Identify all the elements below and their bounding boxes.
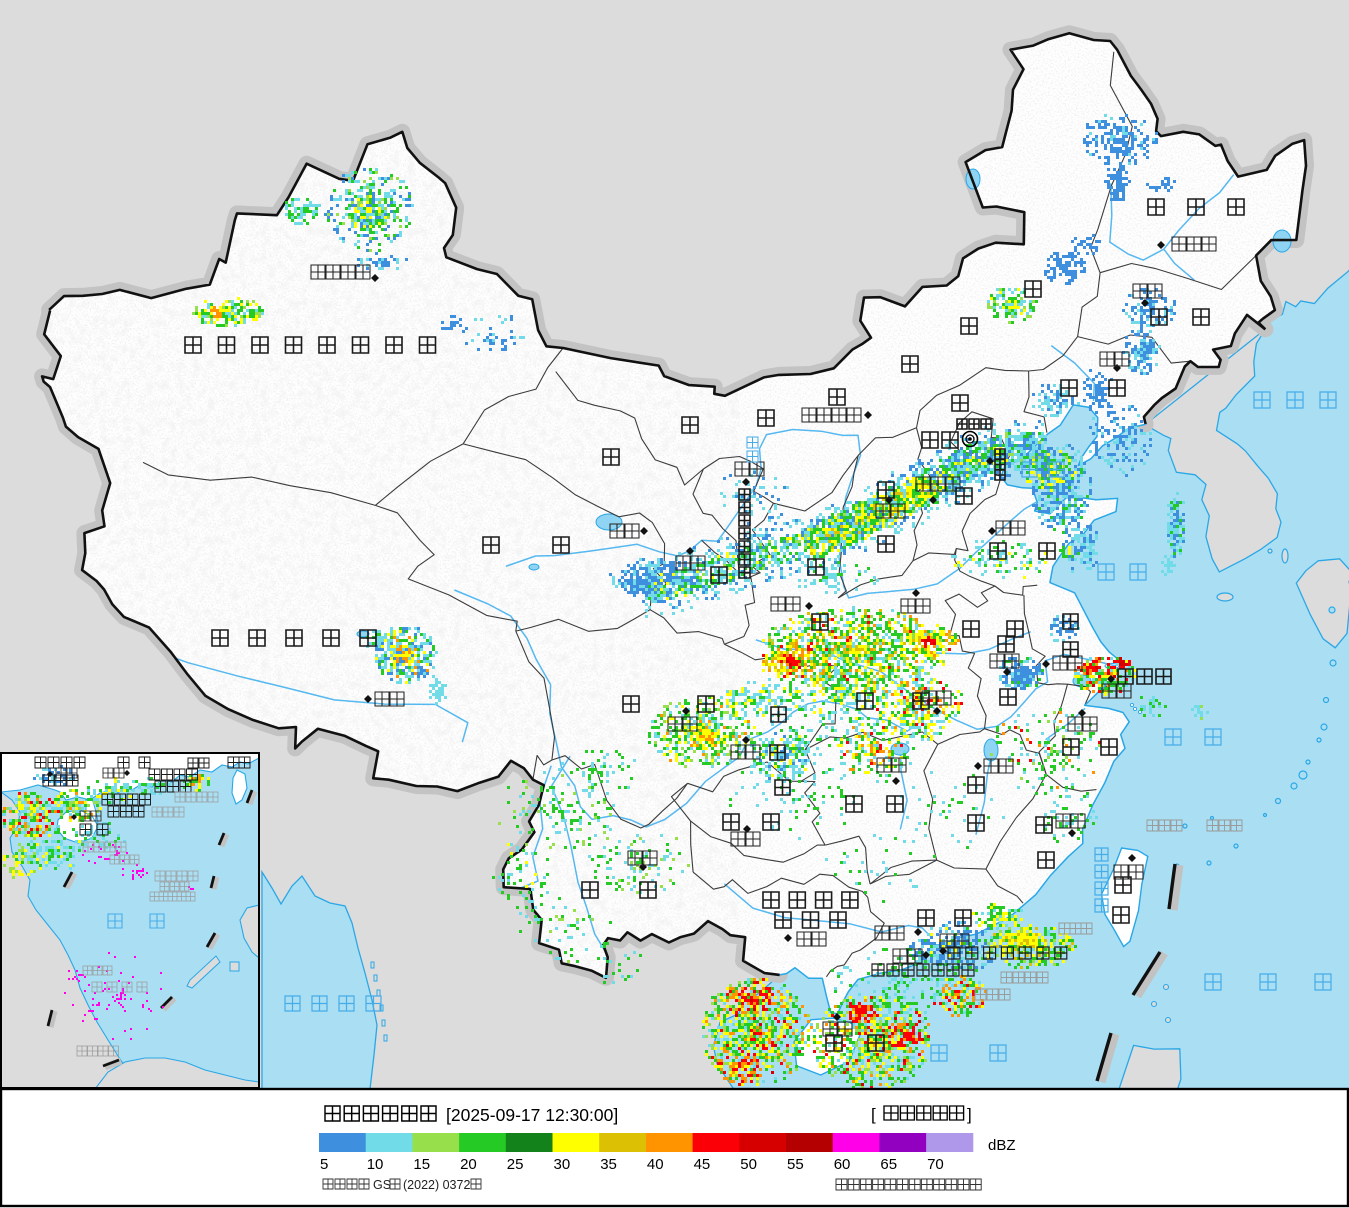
svg-text:dBZ: dBZ (988, 1137, 1016, 1154)
svg-text:]: ] (967, 1105, 972, 1124)
svg-text:15: 15 (413, 1156, 430, 1173)
svg-text:50: 50 (740, 1156, 757, 1173)
svg-text:20: 20 (460, 1156, 477, 1173)
svg-text:30: 30 (554, 1156, 571, 1173)
svg-text:[2025-09-17 12:30:00]: [2025-09-17 12:30:00] (446, 1105, 618, 1125)
svg-text:55: 55 (787, 1156, 804, 1173)
svg-text:GS: GS (373, 1178, 391, 1192)
svg-text:70: 70 (927, 1156, 944, 1173)
svg-text:25: 25 (507, 1156, 524, 1173)
svg-text:(2022) 0372: (2022) 0372 (403, 1178, 470, 1192)
svg-text:10: 10 (367, 1156, 384, 1173)
svg-text:60: 60 (834, 1156, 851, 1173)
svg-text:5: 5 (320, 1156, 328, 1173)
svg-text:45: 45 (694, 1156, 711, 1173)
svg-text:40: 40 (647, 1156, 664, 1173)
svg-text:35: 35 (600, 1156, 617, 1173)
svg-text:65: 65 (880, 1156, 897, 1173)
svg-text:[: [ (871, 1105, 876, 1124)
